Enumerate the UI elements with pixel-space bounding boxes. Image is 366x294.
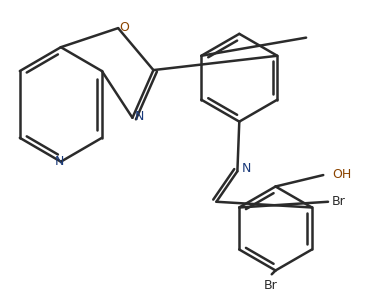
- Text: OH: OH: [332, 168, 351, 181]
- Text: N: N: [55, 155, 64, 168]
- Text: Br: Br: [332, 195, 346, 208]
- Text: N: N: [134, 110, 144, 123]
- Text: Br: Br: [264, 279, 278, 292]
- Text: O: O: [119, 21, 129, 34]
- Text: N: N: [241, 162, 251, 175]
